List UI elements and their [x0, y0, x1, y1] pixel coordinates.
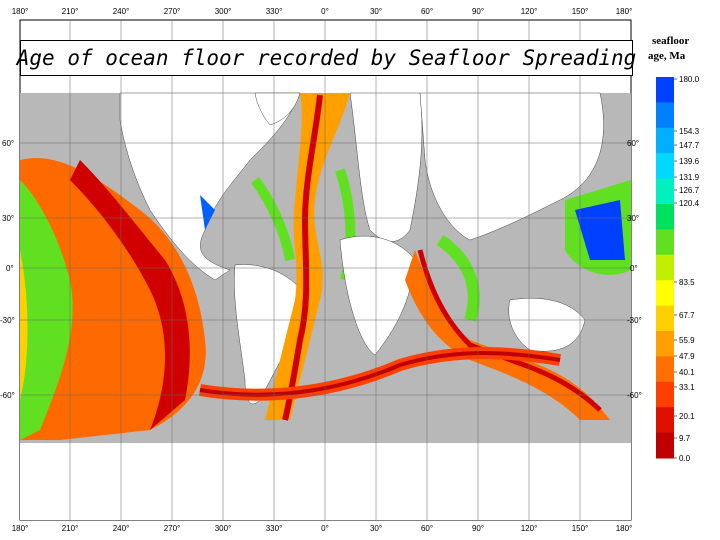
legend-tick-label: 40.1 — [679, 368, 695, 377]
legend-tick-label: 47.9 — [679, 352, 695, 361]
lon-top-label: 270° — [164, 7, 181, 16]
legend-color-swatch — [656, 356, 674, 383]
lon-top-label: 240° — [113, 7, 130, 16]
atlantic-green-west — [250, 177, 295, 261]
legend-tick-label: 126.7 — [679, 186, 700, 195]
indian-green — [436, 235, 480, 322]
west-pacific-green — [20, 180, 73, 440]
north-america — [119, 92, 301, 281]
mid-atlantic-ridge — [282, 94, 323, 421]
legend-color-swatch — [656, 102, 674, 129]
legend-color-swatch — [656, 153, 674, 180]
legend-title-line2: age, Ma — [648, 50, 686, 62]
atlantic-old-blue — [200, 195, 215, 230]
lat-left-label: 30° — [2, 214, 14, 223]
pacific-zone — [20, 158, 206, 440]
legend-tick-label: 67.7 — [679, 311, 695, 320]
legend-tick-label: 55.9 — [679, 336, 695, 345]
lon-bottom-label: 120° — [521, 524, 538, 533]
australia — [508, 297, 586, 352]
lon-top-label: 0° — [321, 7, 329, 16]
legend-color-swatch — [656, 331, 674, 357]
legend-color-swatch — [656, 407, 674, 434]
east-pacific-rise — [70, 160, 190, 430]
legend-color-swatch — [656, 432, 674, 459]
lon-bottom-label: 210° — [62, 524, 79, 533]
indian-ocean-ridge — [417, 249, 602, 412]
lon-top-label: 300° — [215, 7, 232, 16]
lon-bottom-label: 0° — [321, 524, 329, 533]
legend-tick-label: 154.3 — [679, 127, 700, 136]
legend-title-line1: seafloor — [652, 35, 689, 47]
lat-left-label: 60° — [2, 139, 14, 148]
legend-tick-label: 120.4 — [679, 199, 700, 208]
legend-color-swatch — [656, 77, 674, 103]
west-pacific-old-blue — [575, 200, 625, 260]
legend-color-bar — [656, 77, 674, 459]
lon-top-label: 120° — [521, 7, 538, 16]
greenland — [254, 92, 301, 126]
legend-tick-label: 83.5 — [679, 278, 695, 287]
lon-bottom-label: 300° — [215, 524, 232, 533]
legend: seafloor age, Ma 180.0 154.3 147.7 139.6 131… — [648, 35, 700, 463]
legend-tick-label: 131.9 — [679, 173, 700, 182]
legend-color-swatch — [656, 204, 674, 230]
legend-tick-label: 180.0 — [679, 75, 700, 84]
lat-left-label: -60° — [0, 391, 15, 400]
lon-bottom-label: 270° — [164, 524, 181, 533]
legend-color-swatch — [656, 229, 674, 256]
lon-top-label: 180° — [616, 7, 633, 16]
lon-bottom-label: 150° — [572, 524, 589, 533]
legend-tick-label: 0.0 — [679, 454, 691, 463]
lon-top-label: 60° — [421, 7, 433, 16]
legend-tick-label: 9.7 — [679, 434, 691, 443]
map-title: Age of ocean floor recorded by Seafloor … — [17, 40, 636, 76]
lon-bottom-label: 180° — [616, 524, 633, 533]
lon-bottom-label: 30° — [370, 524, 382, 533]
lat-left-label: 0° — [6, 264, 14, 273]
lon-top-label: 180° — [12, 7, 29, 16]
lon-top-label: 30° — [370, 7, 382, 16]
lon-top-label: 150° — [572, 7, 589, 16]
southern-ocean-ridge — [199, 351, 561, 397]
legend-color-swatch — [656, 305, 674, 332]
legend-tick-labels: 180.0 154.3 147.7 139.6 131.9 126.7 120.4 83.5 6… — [674, 75, 700, 463]
lon-top-label: 210° — [62, 7, 79, 16]
antarctica — [20, 443, 631, 520]
lon-bottom-label: 330° — [266, 524, 283, 533]
legend-color-swatch — [656, 254, 674, 281]
legend-tick-label: 147.7 — [679, 141, 700, 150]
lon-bottom-label: 90° — [472, 524, 484, 533]
legend-color-swatch — [656, 381, 674, 408]
lon-top-label: 330° — [266, 7, 283, 16]
lat-labels-right: 60° 30° 0° -30° -60° — [627, 139, 642, 400]
africa — [339, 235, 416, 356]
legend-color-swatch — [656, 178, 674, 205]
asia — [419, 92, 604, 241]
lat-left-label: -30° — [0, 316, 15, 325]
legend-tick-label: 139.6 — [679, 157, 700, 166]
lat-right-label: -60° — [627, 391, 642, 400]
lon-labels-top: 180° 210° 240° 270° 300° 330° 0° 30° 60°… — [12, 7, 633, 16]
grid-lines — [20, 20, 631, 520]
legend-color-swatch — [656, 280, 674, 307]
lon-bottom-label: 60° — [421, 524, 433, 533]
lat-right-label: 30° — [627, 214, 639, 223]
lon-bottom-label: 180° — [12, 524, 29, 533]
lat-labels-left: 60° 30° 0° -30° -60° — [0, 139, 15, 400]
legend-tick-label: 20.1 — [679, 412, 695, 421]
lon-top-label: 90° — [472, 7, 484, 16]
pacific-yellow — [20, 250, 28, 400]
lon-bottom-label: 240° — [113, 524, 130, 533]
legend-color-swatch — [656, 127, 674, 154]
lat-right-label: -30° — [627, 316, 642, 325]
lat-right-label: 0° — [630, 264, 638, 273]
lon-labels-bottom: 180° 210° 240° 270° 300° 330° 0° 30° 60°… — [12, 524, 633, 533]
legend-tick-label: 33.1 — [679, 383, 695, 392]
lat-right-label: 60° — [627, 139, 639, 148]
